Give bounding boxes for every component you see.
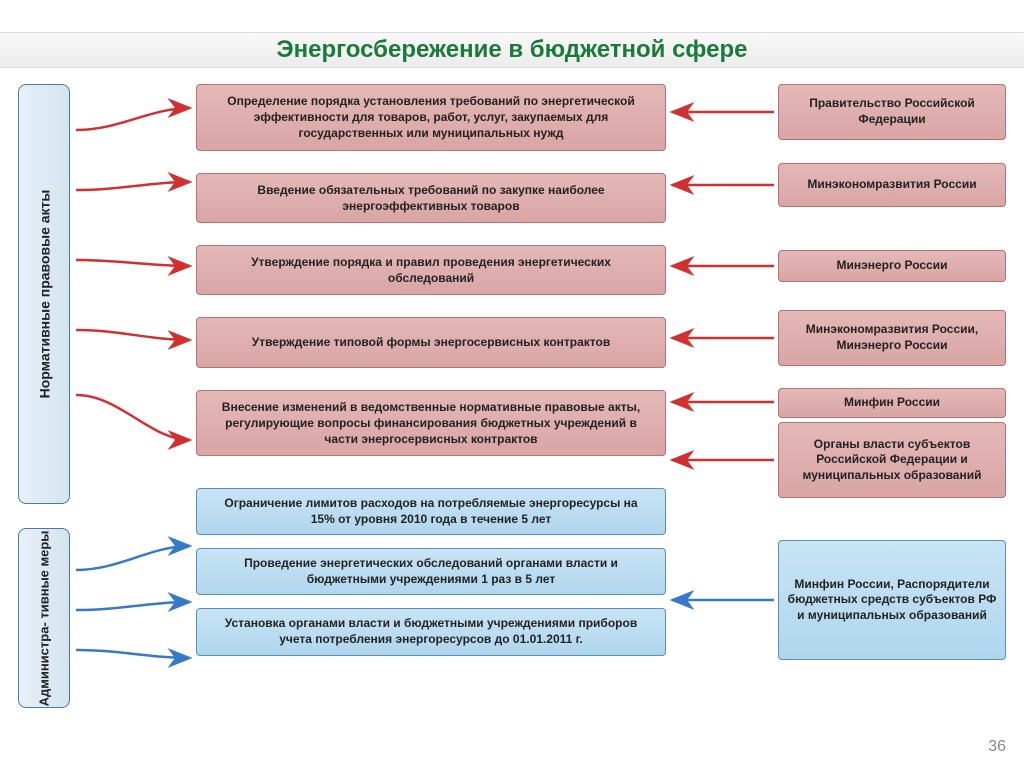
center-blue-0: Ограничение лимитов расходов на потребля…	[196, 488, 666, 535]
right-box-4: Минфин России	[778, 388, 1006, 418]
center-pink-1: Введение обязательных требований по заку…	[196, 173, 666, 223]
center-pink-4: Внесение изменений в ведомственные норма…	[196, 390, 666, 457]
left-category-1: Нормативные правовые акты	[18, 84, 70, 504]
center-blue-1: Проведение энергетических обследований о…	[196, 548, 666, 595]
center-pink-3: Утверждение типовой формы энергосервисны…	[196, 317, 666, 367]
center-column: Определение порядка установления требова…	[196, 84, 666, 669]
right-box-2: Минэнерго России	[778, 250, 1006, 282]
page-number: 36	[988, 738, 1006, 756]
left-label-2: Администра- тивные меры	[37, 530, 52, 706]
right-box-6: Минфин России, Распорядители бюджетных с…	[778, 540, 1006, 660]
center-pink-2: Утверждение порядка и правил проведения …	[196, 245, 666, 295]
right-box-3: Минэкономразвития России, Минэнерго Росс…	[778, 310, 1006, 366]
center-pink-0: Определение порядка установления требова…	[196, 84, 666, 151]
right-box-1: Минэкономразвития России	[778, 163, 1006, 207]
page-title: Энергосбережение в бюджетной сфере	[277, 36, 748, 64]
left-label-1: Нормативные правовые акты	[36, 190, 52, 399]
left-category-2: Администра- тивные меры	[18, 528, 70, 708]
right-box-0: Правительство Российской Федерации	[778, 84, 1006, 140]
center-blue-2: Установка органами власти и бюджетными у…	[196, 608, 666, 655]
title-bar: Энергосбережение в бюджетной сфере	[0, 32, 1024, 68]
right-box-5: Органы власти субъектов Российской Федер…	[778, 422, 1006, 498]
